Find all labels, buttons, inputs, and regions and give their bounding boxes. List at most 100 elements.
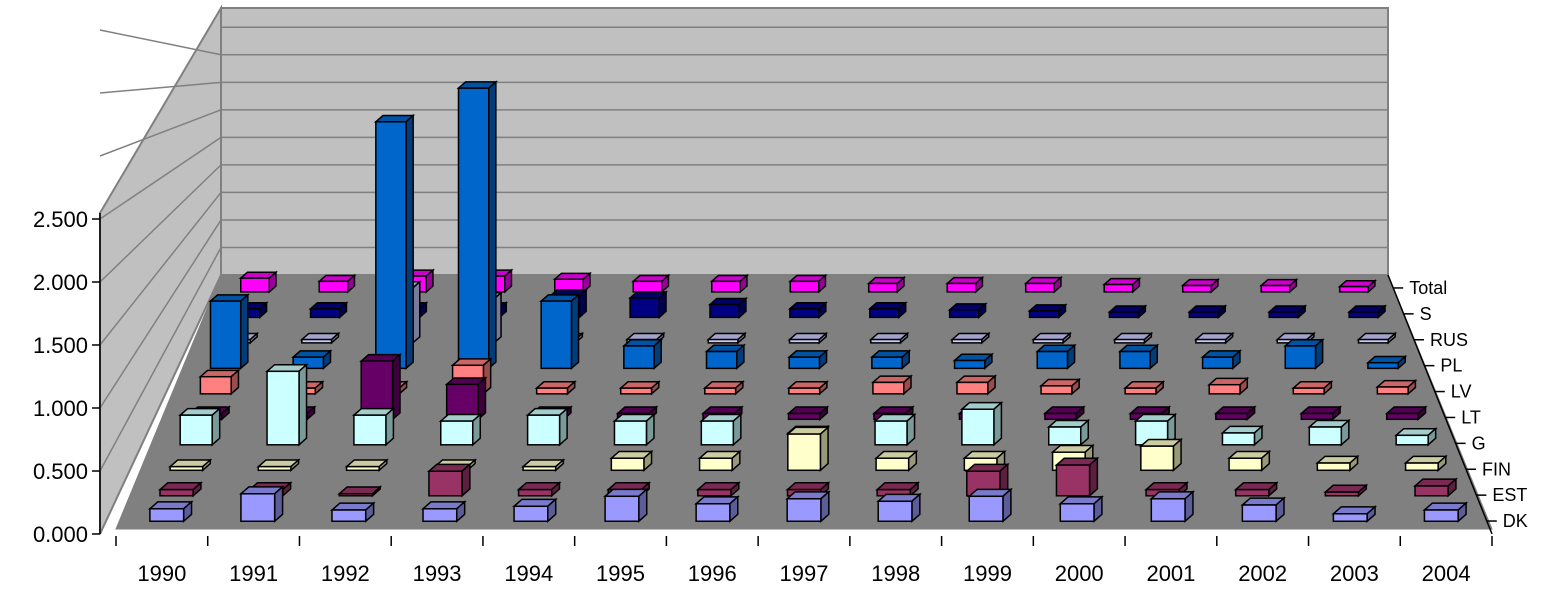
bar-EST-2002 <box>1233 481 1279 498</box>
bar-FIN-2001 <box>1138 437 1184 472</box>
bar-front <box>961 408 995 446</box>
gridline-side <box>99 191 222 346</box>
bar-EST-1999 <box>964 462 1010 498</box>
bar-front <box>457 87 490 370</box>
bar-side <box>273 485 284 523</box>
bar-front <box>867 282 898 293</box>
bar-LV-1997 <box>786 380 829 396</box>
bar-front <box>1124 387 1157 395</box>
bar-PL-1993 <box>456 80 498 371</box>
bar-LV-1996 <box>702 380 745 396</box>
bar-Total-1995 <box>631 273 671 294</box>
bar-side <box>211 406 221 447</box>
bar-G-1991 <box>265 363 309 447</box>
x-tick-label: 2000 <box>1055 561 1104 586</box>
bar-front <box>1032 338 1064 344</box>
bar-front <box>1059 503 1095 523</box>
bar-front <box>1028 310 1060 319</box>
bar-PL-2001 <box>1117 343 1160 371</box>
x-tick-label: 1995 <box>596 561 645 586</box>
bar-Total-1998 <box>866 275 906 294</box>
bar-front <box>875 457 910 472</box>
bar-front <box>871 356 903 370</box>
bar-front <box>1332 513 1368 523</box>
bar-G-1993 <box>438 412 483 447</box>
gridline-side <box>99 274 222 535</box>
bar-PL-1995 <box>621 338 664 371</box>
bar-front <box>946 282 977 293</box>
bar-front <box>239 277 271 293</box>
bar-front <box>1367 361 1399 370</box>
bar-front <box>149 508 185 523</box>
bar-Total-2000 <box>1023 275 1063 294</box>
bar-G-1999 <box>959 401 1004 447</box>
bar-front <box>632 280 663 293</box>
bar-front <box>301 338 333 344</box>
bar-front <box>787 433 822 472</box>
bar-FIN-1998 <box>874 449 919 472</box>
bar-DK-1990 <box>147 500 194 523</box>
bar-side <box>405 113 414 371</box>
bar-front <box>318 280 349 293</box>
bar-front <box>1376 386 1409 395</box>
bar-G-1992 <box>351 406 396 447</box>
bar-front <box>610 457 645 472</box>
gridline-side <box>99 109 222 157</box>
bar-front <box>199 375 232 395</box>
bar-front <box>266 370 300 446</box>
bar-front <box>309 308 341 319</box>
bar-G-1996 <box>699 412 743 447</box>
bar-front <box>1201 356 1234 370</box>
y-tick-label: 1.000 <box>33 396 88 421</box>
bar-LV-2004 <box>1375 378 1418 396</box>
chart-tick-labels: 0.000 0.500 1.000 1.500 2.000 2.500 1990 1991 19… <box>33 207 1528 586</box>
bar-front <box>623 345 655 370</box>
bar-front <box>1108 311 1140 319</box>
bar-front <box>540 300 573 370</box>
bar-FIN-1995 <box>609 449 654 472</box>
bar-FIN-1996 <box>697 449 742 472</box>
bar-DK-2001 <box>1149 490 1195 523</box>
bar-PL-2002 <box>1200 349 1242 371</box>
bar-S-1996 <box>707 296 748 320</box>
bar-side <box>558 406 568 447</box>
bar-FIN-1991 <box>256 458 301 472</box>
bar-DK-1994 <box>512 497 558 523</box>
bar-front <box>428 470 463 497</box>
bar-LV-2002 <box>1207 376 1250 396</box>
x-tick-label: 2003 <box>1330 561 1379 586</box>
bar-G-1995 <box>612 412 656 447</box>
bar-front <box>445 383 479 421</box>
chart-axes <box>92 213 1497 546</box>
bar-Total-2001 <box>1102 276 1142 294</box>
bar-FIN-1997 <box>785 425 831 472</box>
bar-RUS-1999 <box>950 331 991 345</box>
bar-S-2004 <box>1347 304 1388 320</box>
x-tick-label: 2002 <box>1238 561 1287 586</box>
bar-EST-1992 <box>337 485 383 498</box>
gridline-side <box>99 219 222 409</box>
bar-front <box>1208 383 1241 395</box>
bar-FIN-1992 <box>344 458 389 472</box>
bar-front <box>353 414 387 446</box>
bar-side <box>385 406 395 447</box>
bar-front <box>953 359 986 370</box>
bar-front <box>695 503 731 523</box>
bar-LV-1998 <box>870 374 914 396</box>
series-label: PL <box>1440 356 1462 376</box>
series-label: DK <box>1503 511 1528 531</box>
bar-G-1994 <box>525 406 570 447</box>
bar-front <box>874 420 908 446</box>
bar-Total-2002 <box>1180 278 1220 294</box>
bar-front <box>1348 311 1379 319</box>
y-tick-label: 2.000 <box>33 270 88 295</box>
bar-S-1998 <box>867 301 908 320</box>
bar-RUS-2000 <box>1031 331 1073 345</box>
bar-EST-1993 <box>426 462 472 498</box>
bar-front <box>1300 412 1334 421</box>
bar-DK-1999 <box>967 487 1013 523</box>
bar-side <box>570 293 580 371</box>
bar-front <box>1195 338 1227 344</box>
bar-front <box>1414 485 1449 497</box>
bar-RUS-2004 <box>1356 331 1398 345</box>
